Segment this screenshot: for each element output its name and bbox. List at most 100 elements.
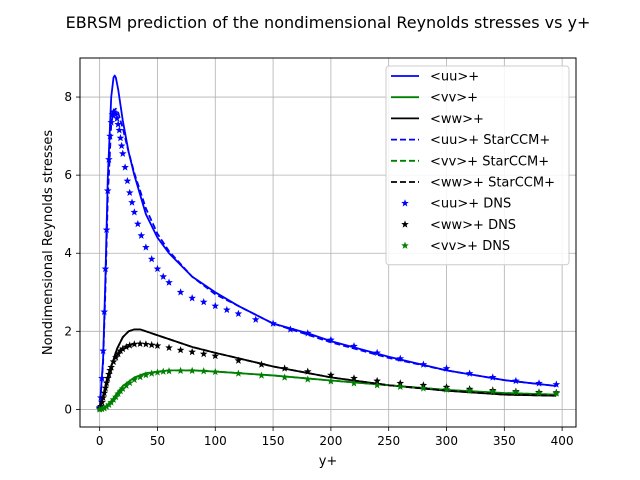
data-point [280, 364, 289, 372]
y-tick-label: 4 [64, 246, 72, 260]
data-point [142, 243, 150, 251]
series-ww-starccm [98, 328, 557, 410]
x-axis-label: y+ [319, 454, 338, 469]
data-point [103, 186, 112, 194]
data-point [109, 395, 118, 403]
data-point [303, 367, 312, 375]
x-tick-label: 200 [319, 434, 342, 448]
data-point [488, 373, 497, 381]
data-point [116, 387, 125, 395]
data-point [106, 366, 114, 374]
data-point [211, 351, 220, 360]
legend-label: <ww>+ DNS [430, 218, 516, 233]
legend-item: <vv>+ DNS [401, 239, 510, 254]
data-point [269, 319, 277, 327]
legend-label: <vv>+ DNS [430, 239, 510, 254]
data-point [122, 342, 131, 351]
data-point [327, 371, 335, 379]
data-point [118, 384, 127, 392]
legend-item: <uu>+ StarCCM+ [391, 133, 550, 148]
data-point [535, 379, 543, 387]
data-point [153, 341, 162, 350]
data-point [147, 369, 156, 377]
data-point [327, 335, 335, 344]
data-point [118, 344, 127, 353]
x-tick-label: 100 [204, 434, 227, 448]
data-point [105, 155, 113, 163]
data-point [142, 371, 150, 379]
legend-label: <ww>+ [430, 112, 484, 127]
data-point [350, 374, 358, 382]
data-point [115, 126, 124, 134]
data-point [125, 188, 134, 196]
data-point [199, 349, 208, 358]
data-point [257, 371, 266, 379]
data-point [234, 369, 243, 377]
data-point [110, 108, 119, 116]
data-point [176, 288, 185, 296]
data-point [130, 208, 139, 216]
data-point [257, 360, 266, 368]
data-point [280, 373, 289, 381]
data-point [159, 272, 168, 280]
data-point [98, 405, 106, 413]
data-point [130, 340, 139, 348]
data-point [105, 370, 113, 378]
data-point [125, 378, 134, 387]
data-point [535, 389, 543, 397]
legend-marker [401, 220, 409, 228]
data-point [100, 307, 109, 316]
y-tick-label: 6 [64, 168, 72, 182]
data-point [234, 356, 243, 364]
legend-item: <uu>+ [391, 70, 479, 85]
data-point [128, 198, 136, 206]
data-point [188, 348, 196, 356]
data-point [350, 342, 358, 350]
data-point [165, 367, 173, 375]
y-tick-label: 0 [64, 402, 72, 416]
data-point [112, 392, 120, 401]
data-point [125, 341, 134, 349]
legend-label: <uu>+ [430, 70, 479, 85]
data-point [118, 149, 127, 157]
data-point [512, 376, 520, 385]
legend-label: <ww>+ StarCCM+ [430, 176, 555, 191]
data-point [95, 405, 104, 413]
data-point [142, 340, 150, 348]
x-tick-label: 250 [377, 434, 400, 448]
data-point [199, 367, 208, 375]
legend-marker [401, 199, 409, 207]
legend-label: <vv>+ [430, 91, 478, 106]
legend-marker [401, 241, 409, 249]
data-point [102, 378, 111, 387]
data-point [303, 329, 312, 337]
data-point [136, 339, 144, 348]
data-point [114, 120, 122, 128]
legend: <uu>+ <vv>+ <ww>+ <uu>+ StarCCM+ <vv>+ StarC… [385, 65, 570, 266]
data-point [251, 315, 260, 323]
data-point [101, 264, 110, 273]
data-point [107, 398, 116, 406]
data-point [165, 278, 173, 286]
data-point [442, 364, 451, 372]
data-point [107, 118, 116, 126]
data-point [465, 386, 474, 394]
data-point [223, 305, 231, 314]
data-point [99, 393, 107, 401]
data-point [552, 380, 561, 388]
data-point [102, 402, 111, 410]
legend-label: <vv>+ StarCCM+ [430, 154, 549, 169]
data-point [101, 383, 110, 392]
x-tick-label: 150 [262, 434, 285, 448]
x-tick-label: 0 [96, 434, 104, 448]
data-point [147, 255, 156, 263]
data-point [373, 381, 381, 389]
data-point [99, 346, 107, 355]
data-point [98, 374, 106, 382]
chart-title: EBRSM prediction of the nondimensional R… [66, 13, 591, 32]
data-point [442, 385, 451, 393]
data-point [134, 219, 142, 228]
data-point [116, 346, 125, 355]
legend-label: <uu>+ DNS [430, 197, 511, 212]
